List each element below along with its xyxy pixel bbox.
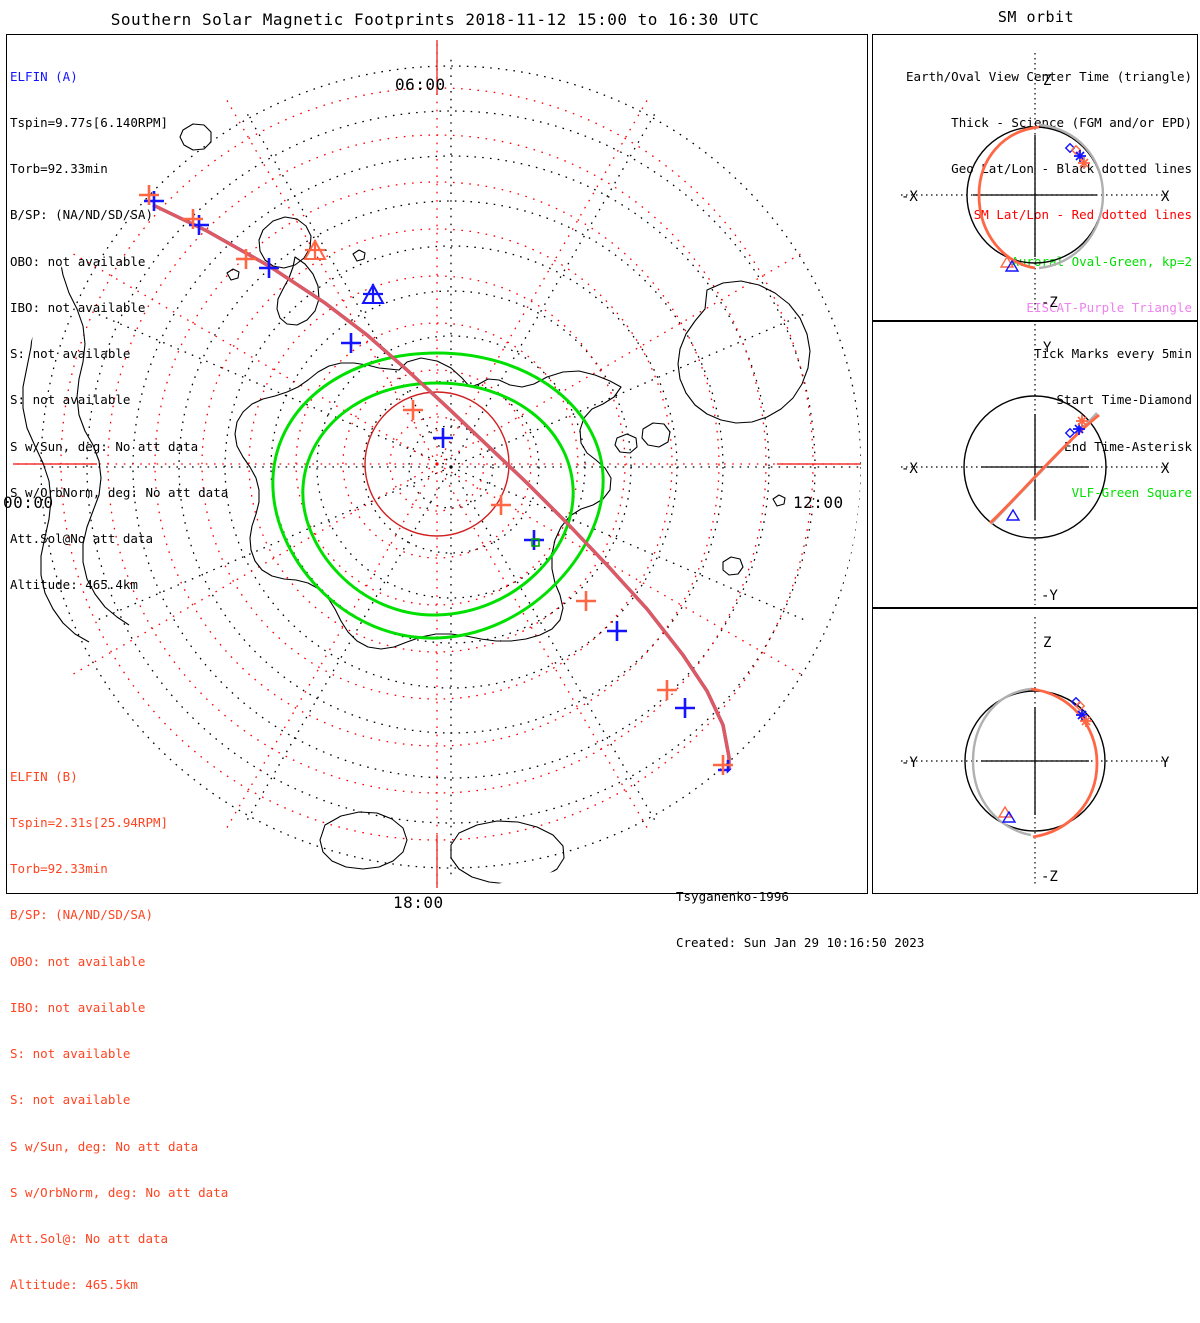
sat-a-line-4: IBO: not available — [10, 299, 146, 315]
satellite-b-info: ELFIN (B) Tspin=2.31s[25.94RPM] Torb=92.… — [10, 738, 228, 1323]
xy-center-cross — [981, 414, 1089, 520]
yz-label-z-pos: Z — [1043, 635, 1051, 651]
footprint-map-svg — [13, 40, 861, 888]
sat-a-line-10: Altitude: 465.4km — [10, 577, 138, 593]
xz-label-z-neg: -Z — [1041, 295, 1058, 311]
orbit-xy-svg: Y -Y -X X — [901, 324, 1170, 605]
footprint-map-panel: 06:00 12:00 18:00 00:00 — [3, 34, 868, 912]
xz-label-x-neg: -X — [901, 189, 918, 205]
sat-b-line-9: Att.Sol@: No att data — [10, 1231, 169, 1246]
created-timestamp: Created: Sun Jan 29 10:16:50 2023 — [676, 935, 925, 951]
plot-root: Southern Solar Magnetic Footprints 2018-… — [3, 8, 1198, 1292]
xy-label-y-pos: Y — [1043, 340, 1052, 356]
mlt-label-bottom: 18:00 — [393, 893, 444, 912]
sat-a-line-5: S: not available — [10, 346, 131, 362]
xy-label-x-pos: X — [1161, 461, 1170, 477]
orbit-xz-svg: Z -Z -X X — [901, 53, 1170, 311]
xy-label-y-neg: -Y — [1041, 588, 1058, 604]
sat-a-line-2: B/SP: (NA/ND/SD/SA) — [10, 207, 153, 223]
sat-b-line-10: Altitude: 465.5km — [10, 1277, 138, 1293]
yz-label-z-neg: -Z — [1041, 869, 1058, 885]
satellite-b-name: ELFIN (B) — [10, 768, 78, 784]
sat-b-line-8: S w/OrbNorm, deg: No att data — [10, 1184, 229, 1200]
geo-meridians — [39, 55, 861, 879]
orbit-panel-xz: Z -Z -X X — [872, 34, 1198, 321]
sat-a-line-1: Torb=92.33min — [10, 161, 108, 177]
sat-b-line-5: S: not available — [10, 1046, 131, 1062]
map-legend: Earth/Oval View Center Time (triangle) T… — [906, 38, 1192, 531]
xy-orbit-track — [989, 413, 1100, 525]
sat-b-line-6: S: not available — [10, 1092, 131, 1108]
sat-a-line-9: Att.Sol@No att data — [10, 531, 153, 546]
orbit-panel-xy: Y -Y -X X — [872, 321, 1198, 608]
vlf-green-square — [531, 538, 540, 547]
mlt-label-right: 12:00 — [793, 493, 844, 512]
legend-item-9: VLF-Green Square — [1071, 484, 1192, 500]
xz-label-x-pos: X — [1161, 189, 1170, 205]
legend-item-6: Tick Marks every 5min — [1033, 346, 1192, 362]
mlt-label-left: 00:00 — [3, 493, 54, 512]
page-title: Southern Solar Magnetic Footprints 2018-… — [110, 10, 760, 29]
sm-cardinal-axes — [13, 40, 861, 888]
xz-orbit-track — [977, 125, 1040, 270]
satellite-a-name: ELFIN (A) — [10, 68, 78, 84]
sat-b-line-1: Torb=92.33min — [10, 861, 108, 877]
view-center-triangles — [303, 238, 385, 304]
xz-orbit-reference — [1038, 123, 1105, 270]
satellite-a-info: ELFIN (A) Tspin=9.77s[6.140RPM] Torb=92.… — [10, 38, 228, 623]
sat-a-line-7: S w/Sun, deg: No att data — [10, 438, 199, 454]
yz-center-cross — [981, 707, 1089, 815]
legend-item-0: Earth/Oval View Center Time (triangle) — [906, 68, 1192, 84]
sat-b-line-4: IBO: not available — [10, 999, 146, 1015]
sat-a-line-6: S: not available — [10, 392, 131, 408]
auroral-oval — [271, 351, 605, 640]
yz-label-y-pos: Y — [1161, 755, 1170, 771]
yz-markers — [997, 696, 1092, 823]
sm-orbit-title: SM orbit — [997, 8, 1075, 26]
track-tick-marks — [139, 185, 739, 812]
orbit-yz-svg: Z -Z -Y Y — [901, 617, 1170, 887]
yz-label-y-neg: -Y — [901, 755, 918, 771]
footprint-track — [152, 203, 731, 783]
legend-item-3: SM Lat/Lon - Red dotted lines — [973, 207, 1192, 223]
sat-b-line-3: OBO: not available — [10, 953, 146, 969]
sat-a-line-3: OBO: not available — [10, 253, 146, 269]
xy-earth-circle — [963, 395, 1107, 539]
xy-label-x-neg: -X — [901, 461, 918, 477]
xy-markers — [1005, 415, 1088, 521]
orbit-panel-yz: Z -Z -Y Y — [872, 608, 1198, 894]
sat-a-line-0: Tspin=9.77s[6.140RPM] — [10, 115, 169, 131]
mlt-label-top: 06:00 — [395, 75, 446, 94]
xz-label-z-pos: Z — [1043, 73, 1051, 89]
sat-b-line-7: S w/Sun, deg: No att data — [10, 1138, 199, 1154]
sat-b-line-2: B/SP: (NA/ND/SD/SA) — [10, 907, 153, 923]
xz-center-cross — [973, 135, 1097, 257]
legend-item-1: Thick - Science (FGM and/or EPD) — [951, 115, 1192, 131]
yz-orbit-track — [1030, 687, 1099, 839]
sat-b-line-0: Tspin=2.31s[25.94RPM] — [10, 815, 169, 831]
xz-markers — [999, 142, 1090, 272]
sat-a-line-8: S w/OrbNorm, deg: No att data — [10, 484, 229, 500]
legend-item-5: EISCAT-Purple Triangle — [1026, 299, 1192, 315]
yz-orbit-reference — [971, 687, 1032, 837]
yz-earth-circle — [964, 690, 1106, 832]
